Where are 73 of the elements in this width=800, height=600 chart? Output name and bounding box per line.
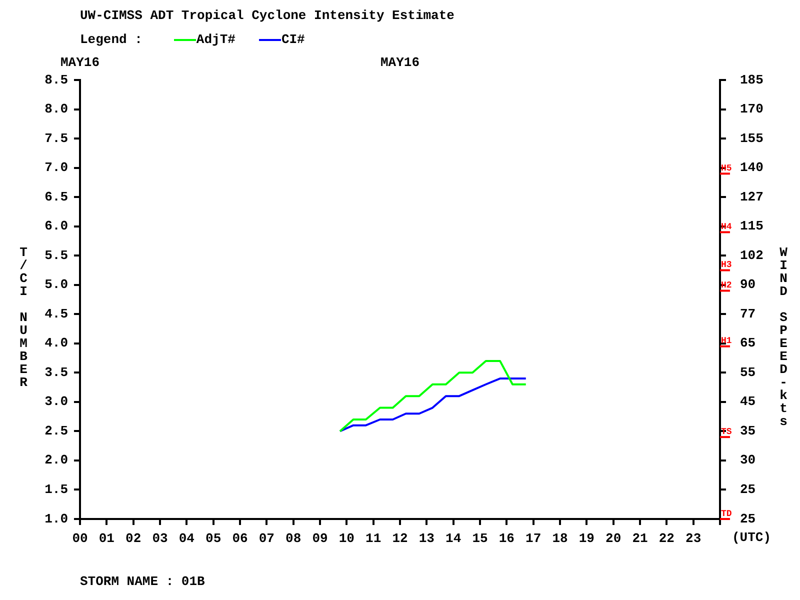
x-tick-label: 20 — [606, 531, 622, 546]
x-tick-label: 18 — [552, 531, 568, 546]
legend-label: CI# — [281, 32, 305, 47]
x-tick-label: 07 — [258, 531, 274, 546]
category-label: 102 — [740, 248, 764, 263]
ref-line-label: H1 — [721, 336, 732, 346]
y-tick-label: 2.0 — [44, 452, 68, 468]
y-axis-title: T/CI NUMBER — [16, 245, 31, 388]
x-tick-label: 22 — [658, 531, 675, 546]
x-tick-label: 15 — [472, 531, 488, 546]
y-tick-label: 8.5 — [44, 72, 68, 88]
category-label: 25 — [740, 511, 756, 526]
y-tick-label: 6.0 — [44, 218, 68, 234]
category-label: 127 — [740, 189, 764, 204]
x-tick-label: 03 — [152, 531, 168, 546]
x-tick-label: 23 — [686, 531, 702, 546]
category-label: 55 — [740, 364, 756, 380]
chart-title: UW-CIMSS ADT Tropical Cyclone Intensity Estimate — [80, 8, 454, 23]
x-tick-label: 00 — [72, 531, 88, 546]
category-label: 77 — [740, 306, 756, 322]
category-label: 30 — [740, 452, 756, 468]
ref-line-label: H5 — [721, 163, 732, 174]
ref-line-label: TS — [721, 426, 732, 437]
category-label: 45 — [740, 394, 756, 410]
category-label: 155 — [740, 130, 764, 146]
y-tick-label: 3.5 — [44, 364, 68, 380]
x-tick-label: 10 — [338, 531, 355, 546]
ref-line-label: TD — [721, 508, 732, 519]
category-label: 35 — [740, 423, 756, 438]
ref-line-label: H4 — [721, 222, 732, 232]
category-label: 90 — [740, 277, 756, 292]
x-tick-label: 04 — [178, 531, 195, 546]
category-label: 185 — [740, 72, 764, 88]
y-tick-label: 4.0 — [44, 336, 68, 351]
category-label: 25 — [740, 482, 756, 498]
ref-line-label: H2 — [721, 280, 732, 290]
x-tick-label: 17 — [526, 531, 542, 546]
y-tick-label: 5.5 — [44, 248, 68, 263]
category-label: 140 — [740, 160, 764, 176]
x-tick-label: 12 — [392, 531, 408, 546]
y-tick-label: 5.0 — [44, 277, 68, 292]
x-tick-label: 19 — [578, 531, 595, 546]
legend-label: AdjT# — [196, 32, 236, 47]
y-tick-label: 1.5 — [44, 482, 68, 498]
x-tick-label: 06 — [232, 531, 248, 546]
ref-line-label: H3 — [721, 260, 732, 270]
x-tick-label: 13 — [418, 531, 435, 546]
category-label: 65 — [740, 336, 756, 351]
y-tick-label: 7.5 — [44, 130, 68, 146]
x-tick-label: 16 — [498, 531, 515, 546]
y-tick-label: 2.5 — [44, 423, 68, 438]
y2-axis-title: WIND SPEED-kts — [776, 245, 791, 427]
x-tick-label: 14 — [446, 531, 462, 546]
y-tick-label: 6.5 — [44, 189, 68, 204]
y-tick-label: 7.0 — [44, 160, 68, 176]
legend-title: Legend : — [80, 32, 142, 47]
y-tick-label: 3.0 — [44, 394, 68, 410]
x-tick-label: 09 — [312, 531, 328, 546]
category-label: 115 — [740, 218, 764, 234]
x-axis-title: (UTC) — [732, 530, 772, 545]
category-label: 170 — [740, 102, 764, 117]
text: STORM NAME : 01B — [80, 574, 205, 589]
x-tick-label: 11 — [366, 531, 382, 546]
x-tick-label: 08 — [286, 531, 302, 546]
x-tick-label: 01 — [98, 531, 115, 546]
text: MAY16 — [380, 55, 420, 70]
y-tick-label: 8.0 — [44, 102, 68, 117]
y-tick-label: 4.5 — [44, 306, 68, 322]
text: MAY16 — [60, 55, 100, 70]
x-tick-label: 02 — [126, 531, 142, 546]
x-tick-label: 05 — [206, 531, 222, 546]
y-tick-label: 1.0 — [44, 511, 68, 526]
x-tick-label: 21 — [632, 531, 648, 546]
